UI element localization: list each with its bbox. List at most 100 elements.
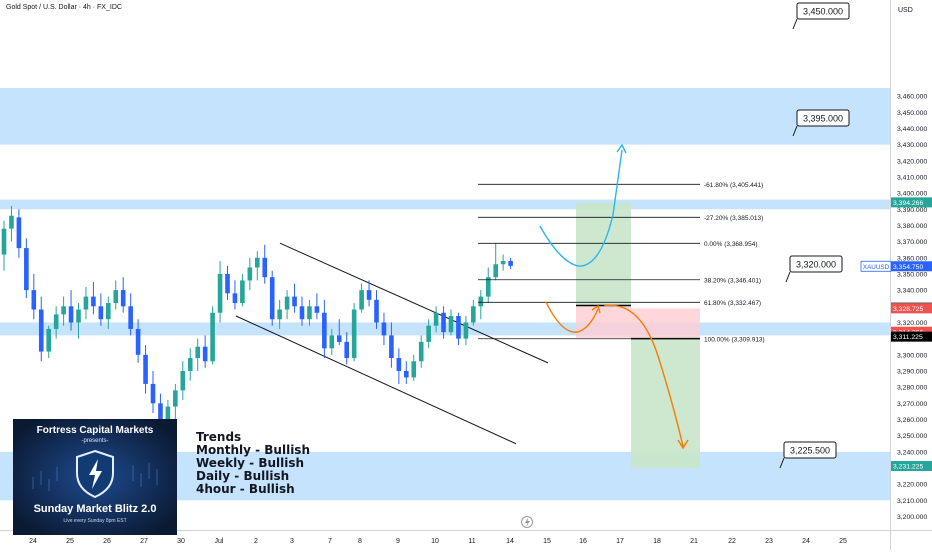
candle <box>180 361 186 401</box>
candle-body <box>359 290 364 310</box>
candle <box>493 243 498 281</box>
candle <box>53 306 59 339</box>
candle-body <box>374 299 379 323</box>
price-tag-label: 3,231.225 <box>893 464 923 471</box>
symbol-tag-bg <box>860 260 892 272</box>
candle-body <box>195 346 200 359</box>
trends-panel: Trends Monthly - Bullish Weekly - Bullis… <box>196 431 310 496</box>
bullish-projection-arrow <box>539 149 623 267</box>
candle <box>9 206 14 242</box>
candle <box>344 332 349 365</box>
candle-body <box>247 267 253 281</box>
candle <box>433 306 439 333</box>
candle <box>485 267 491 304</box>
candle <box>396 348 402 384</box>
candle-body <box>441 312 446 333</box>
candle <box>418 335 424 368</box>
candle-body <box>217 273 223 313</box>
candle <box>307 299 312 326</box>
candle <box>76 303 81 339</box>
trends-heading: Trends <box>196 430 242 444</box>
fib-label-1: -27.20% (3,385.013) <box>704 215 763 222</box>
callout-pointer <box>792 18 798 30</box>
y-tick-label: 3,360.000 <box>897 255 927 262</box>
y-tick-label: 3,380.000 <box>897 223 927 230</box>
candle-body <box>91 296 96 307</box>
symbol-tag-label: XAUUSD <box>863 264 890 271</box>
key-level-callout: 3,450.000 <box>792 2 850 30</box>
candle-body <box>463 322 469 339</box>
y-tick-label: 3,390.000 <box>897 207 927 214</box>
x-tick-label: 9 <box>396 538 400 545</box>
candle-body <box>329 335 335 349</box>
candle <box>232 280 238 310</box>
y-tick-label: 3,440.000 <box>897 126 927 133</box>
candle <box>292 283 297 313</box>
candle <box>500 254 506 271</box>
candle <box>478 290 484 320</box>
bullish-arrow-head <box>616 143 627 154</box>
pullback-arrow <box>545 301 599 333</box>
fib-label-4: 61.80% (3,332.467) <box>704 300 761 307</box>
candle-body <box>262 257 268 278</box>
candle-body <box>314 306 320 313</box>
x-tick-label: 30 <box>177 538 185 545</box>
fib-label-3: 38.20% (3,346.401) <box>704 277 761 284</box>
x-tick-label: 8 <box>358 538 362 545</box>
x-tick-label: Jul <box>215 538 224 545</box>
candle-body <box>381 322 387 336</box>
candle-body <box>500 261 506 265</box>
candle <box>240 273 245 307</box>
candle <box>336 319 342 346</box>
candle-body <box>493 264 498 278</box>
candle-body <box>68 306 74 323</box>
zone-0 <box>0 87 890 145</box>
fib-label-2: 0.00% (3,368.954) <box>704 241 757 248</box>
x-tick-label: 24 <box>29 538 37 545</box>
candle <box>351 303 357 362</box>
pullback-arrow-head <box>591 304 601 314</box>
candle-body <box>322 312 327 349</box>
y-tick-label: 3,240.000 <box>897 449 927 456</box>
candle <box>217 261 223 323</box>
trend-monthly: Monthly - Bullish <box>196 443 310 457</box>
candle-body <box>448 315 454 333</box>
y-tick-label: 3,320.000 <box>897 320 927 327</box>
x-tick-label: 22 <box>728 538 736 545</box>
x-tick-label: 27 <box>140 538 148 545</box>
y-tick-label: 3,260.000 <box>897 417 927 424</box>
badge-show-name: Sunday Market Blitz 2.0 <box>33 503 157 515</box>
badge-company: Fortress Capital Markets <box>36 425 154 436</box>
candles-layer[interactable] <box>1 206 513 436</box>
projection-arrows <box>539 143 689 450</box>
chart-title: Gold Spot / U.S. Dollar · 4h · FX_IDC <box>6 4 122 11</box>
channel-lower-line <box>235 315 517 445</box>
price-tag-bg <box>891 261 932 272</box>
candle <box>91 282 96 315</box>
candle <box>68 290 74 331</box>
trend-daily: Daily - Bullish <box>196 469 290 483</box>
candle-body <box>418 341 424 362</box>
callout-label: 3,320.000 <box>796 260 836 270</box>
candle-body <box>128 306 133 329</box>
short-target-zone <box>631 338 700 468</box>
y-tick-label: 3,450.000 <box>897 110 927 117</box>
y-tick-label: 3,250.000 <box>897 433 927 440</box>
candle-body <box>351 309 357 359</box>
price-tag: 3,311.225 <box>891 331 932 342</box>
fib-label-0: -61.80% (3,405.441) <box>704 182 763 189</box>
x-tick-label: 24 <box>802 538 810 545</box>
candle <box>448 309 454 336</box>
candle <box>329 328 335 355</box>
candle <box>83 286 89 320</box>
y-tick-label: 3,420.000 <box>897 158 927 165</box>
bearish-arrow-head <box>677 439 689 450</box>
long-stop-zone <box>576 305 631 338</box>
candle <box>314 293 320 320</box>
y-tick-label: 3,350.000 <box>897 271 927 278</box>
time-axis[interactable]: 24 25 26 27 30 Jul 2 3 7 8 9 10 11 14 15 16 17 18 21 22 23 24… <box>29 516 847 546</box>
candle-body <box>277 309 282 320</box>
callout-box <box>789 255 843 273</box>
candle <box>187 348 193 381</box>
